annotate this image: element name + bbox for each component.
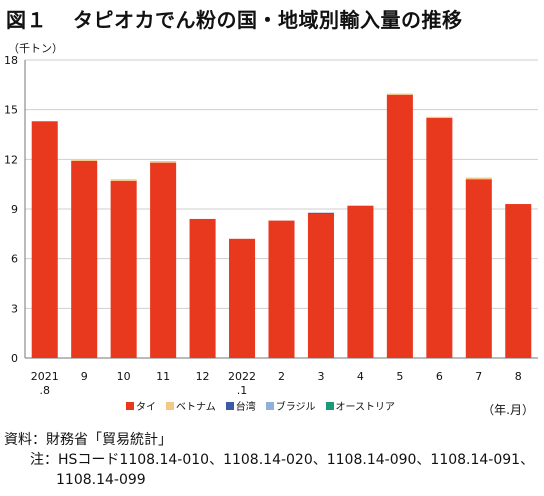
legend-item: オーストリア — [325, 398, 396, 413]
bar-segment — [386, 94, 413, 359]
y-tick-label: 15 — [4, 104, 18, 117]
x-tick-label: 9 — [81, 370, 88, 383]
bar-segment — [347, 205, 374, 358]
x-tick-labels: 2021.8 9 10 11 12 2022.1 2 3 4 5 6 7 8 — [31, 370, 522, 397]
legend-label: ベトナム — [176, 402, 216, 413]
y-tick-label: 18 — [4, 54, 18, 67]
bar-segment — [110, 179, 137, 181]
legend-label: ブラジル — [275, 402, 316, 413]
x-tick-label: 6 — [436, 370, 443, 383]
source-text: 資料：財務省「貿易統計」 — [4, 432, 172, 448]
legend-item: タイ — [126, 398, 156, 413]
y-tick-label: 6 — [11, 253, 18, 266]
bar-segment — [307, 212, 334, 214]
x-tick-label: 11 — [156, 370, 170, 383]
bar-chart: 0 3 6 9 12 15 18 2021.8 9 10 11 12 2022.1 2 3 4 5 6 7 8 — [4, 54, 538, 397]
bar-segment — [426, 117, 453, 358]
y-tick-label: 3 — [11, 302, 18, 315]
x-tick-label: 2 — [278, 370, 285, 383]
legend-label: タイ — [136, 402, 156, 413]
y-tick-label: 9 — [11, 203, 18, 216]
bar-segment — [465, 179, 492, 358]
legend-label: 台湾 — [235, 402, 256, 413]
bar-segment — [426, 116, 453, 118]
legend-item: ベトナム — [166, 398, 216, 413]
y-axis-unit: （千トン） — [8, 42, 63, 55]
footer: 資料：財務省「貿易統計」 注：HSコード1108.14-010、1108.14-… — [4, 430, 534, 490]
x-tick-label: 4 — [357, 370, 364, 383]
bar-segment — [71, 160, 98, 358]
bar-segment — [150, 160, 177, 163]
bar-segment — [189, 218, 216, 358]
note-continuation: 1108.14-099 — [56, 472, 146, 488]
y-tick-label: 12 — [4, 153, 18, 166]
x-tick-label: 2022 — [228, 370, 256, 383]
bar-segment — [505, 204, 532, 358]
legend: タイ ベトナム 台湾 ブラジル オーストリア — [126, 398, 395, 413]
title-text: タピオカでん粉の国・地域別輸入量の推移 — [73, 8, 463, 32]
legend-label: オーストリア — [335, 402, 396, 413]
legend-swatch — [265, 401, 274, 410]
x-tick-label: 5 — [396, 370, 403, 383]
bar-segment — [150, 162, 177, 358]
bar-segment — [229, 238, 256, 358]
x-tick-label: 10 — [117, 370, 131, 383]
bar-segment — [386, 93, 413, 95]
x-axis-unit: （年.月） — [482, 403, 534, 417]
chart-title: 図１ タピオカでん粉の国・地域別輸入量の推移 — [6, 4, 463, 33]
bar-segment — [465, 177, 492, 180]
x-tick-label: .1 — [237, 384, 248, 397]
bar-segment — [71, 159, 98, 161]
x-tick-label: 7 — [475, 370, 482, 383]
legend-item: ブラジル — [265, 398, 316, 413]
legend-swatch — [126, 401, 134, 410]
bar-segment — [110, 180, 137, 358]
bar-segment — [31, 121, 58, 358]
legend-swatch — [225, 401, 234, 410]
bar-segment — [268, 220, 295, 358]
x-tick-label: 12 — [196, 370, 210, 383]
figure-label: 図１ — [6, 8, 47, 32]
x-tick-label: 8 — [515, 370, 522, 383]
note-text: 注：HSコード1108.14-010、1108.14-020、1108.14-0… — [30, 452, 535, 468]
bar-segment — [307, 213, 334, 358]
x-tick-label: .8 — [39, 384, 50, 397]
x-tick-label: 3 — [317, 370, 324, 383]
x-tick-label: 2021 — [31, 370, 59, 383]
legend-swatch — [166, 401, 174, 410]
y-tick-labels: 0 3 6 9 12 15 18 — [4, 54, 18, 365]
bars — [31, 93, 532, 359]
legend-swatch — [325, 401, 334, 410]
y-tick-label: 0 — [11, 352, 18, 365]
legend-item: 台湾 — [225, 398, 256, 413]
